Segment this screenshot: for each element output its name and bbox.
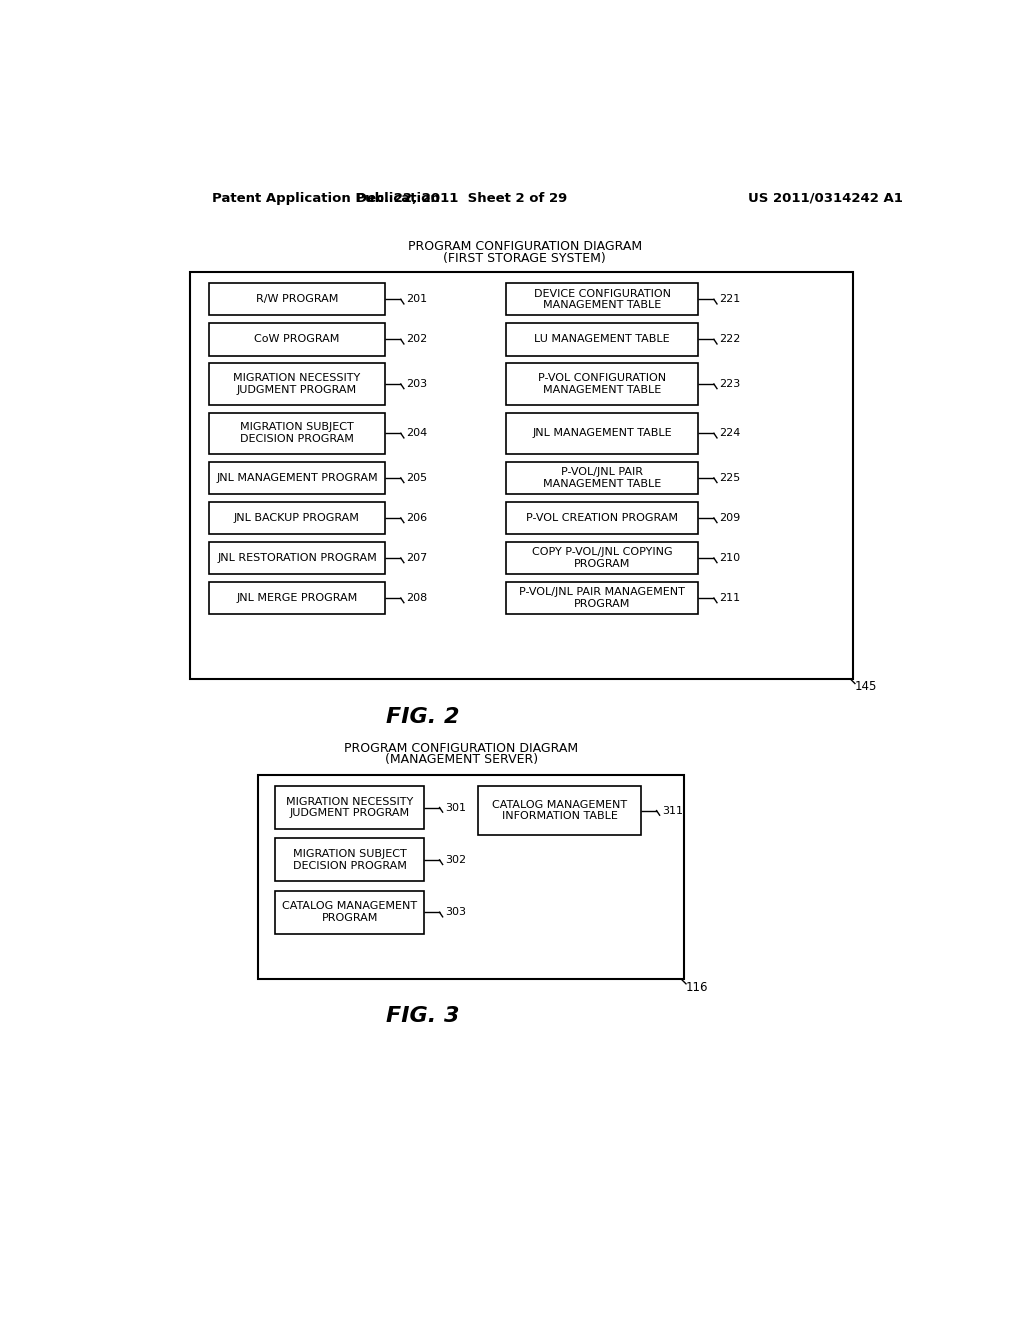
Text: 223: 223 [719,379,740,389]
Text: PROGRAM CONFIGURATION DIAGRAM: PROGRAM CONFIGURATION DIAGRAM [344,742,579,755]
Text: 145: 145 [855,681,878,693]
Bar [209,284,385,315]
Text: 116: 116 [686,981,709,994]
Text: MIGRATION NECESSITY
JUDGMENT PROGRAM: MIGRATION NECESSITY JUDGMENT PROGRAM [233,374,360,395]
Text: JNL MANAGEMENT PROGRAM: JNL MANAGEMENT PROGRAM [216,473,378,483]
Text: US 2011/0314242 A1: US 2011/0314242 A1 [749,191,903,205]
Text: FIG. 2: FIG. 2 [386,708,459,727]
Text: Patent Application Publication: Patent Application Publication [212,191,439,205]
Text: 225: 225 [719,473,740,483]
Text: MIGRATION NECESSITY
JUDGMENT PROGRAM: MIGRATION NECESSITY JUDGMENT PROGRAM [286,797,414,818]
Text: JNL BACKUP PROGRAM: JNL BACKUP PROGRAM [234,513,359,523]
Text: JNL MANAGEMENT TABLE: JNL MANAGEMENT TABLE [532,428,672,438]
Bar [275,785,424,829]
Text: LU MANAGEMENT TABLE: LU MANAGEMENT TABLE [535,334,670,345]
Text: R/W PROGRAM: R/W PROGRAM [256,294,338,305]
Bar [209,541,385,574]
Bar [209,363,385,405]
Text: CoW PROGRAM: CoW PROGRAM [254,334,340,345]
Text: 203: 203 [407,379,427,389]
Text: 209: 209 [719,513,740,523]
Text: MIGRATION SUBJECT
DECISION PROGRAM: MIGRATION SUBJECT DECISION PROGRAM [293,849,407,871]
Text: CATALOG MANAGEMENT
INFORMATION TABLE: CATALOG MANAGEMENT INFORMATION TABLE [493,800,628,821]
Text: 201: 201 [407,294,427,305]
Text: Dec. 22, 2011  Sheet 2 of 29: Dec. 22, 2011 Sheet 2 of 29 [355,191,567,205]
Text: 301: 301 [445,803,466,813]
Bar [506,502,698,535]
Text: 206: 206 [407,513,427,523]
Bar [209,582,385,614]
Bar [258,775,684,979]
Text: DEVICE CONFIGURATION
MANAGEMENT TABLE: DEVICE CONFIGURATION MANAGEMENT TABLE [534,289,671,310]
Bar [190,272,853,678]
Text: (FIRST STORAGE SYSTEM): (FIRST STORAGE SYSTEM) [443,252,606,265]
Text: CATALOG MANAGEMENT
PROGRAM: CATALOG MANAGEMENT PROGRAM [282,902,417,923]
Bar [506,323,698,355]
Bar [478,785,641,836]
Text: 302: 302 [445,855,466,865]
Text: 210: 210 [719,553,740,564]
Text: PROGRAM CONFIGURATION DIAGRAM: PROGRAM CONFIGURATION DIAGRAM [408,240,642,253]
Bar [209,502,385,535]
Bar [209,323,385,355]
Text: P-VOL CONFIGURATION
MANAGEMENT TABLE: P-VOL CONFIGURATION MANAGEMENT TABLE [539,374,667,395]
Text: 204: 204 [407,428,427,438]
Text: P-VOL/JNL PAIR MANAGEMENT
PROGRAM: P-VOL/JNL PAIR MANAGEMENT PROGRAM [519,587,685,609]
Bar [506,363,698,405]
Bar [506,413,698,454]
Text: COPY P-VOL/JNL COPYING
PROGRAM: COPY P-VOL/JNL COPYING PROGRAM [532,548,673,569]
Bar [209,413,385,454]
Bar [506,462,698,494]
Text: FIG. 3: FIG. 3 [386,1006,459,1026]
Text: 202: 202 [407,334,427,345]
Text: (MANAGEMENT SERVER): (MANAGEMENT SERVER) [385,754,538,767]
Text: JNL RESTORATION PROGRAM: JNL RESTORATION PROGRAM [217,553,377,564]
Text: 303: 303 [445,907,466,917]
Text: 311: 311 [662,805,683,816]
Bar [506,582,698,614]
Bar [209,462,385,494]
Text: P-VOL/JNL PAIR
MANAGEMENT TABLE: P-VOL/JNL PAIR MANAGEMENT TABLE [543,467,662,488]
Bar [275,838,424,882]
Text: P-VOL CREATION PROGRAM: P-VOL CREATION PROGRAM [526,513,678,523]
Text: 221: 221 [719,294,740,305]
Text: JNL MERGE PROGRAM: JNL MERGE PROGRAM [237,593,357,603]
Text: MIGRATION SUBJECT
DECISION PROGRAM: MIGRATION SUBJECT DECISION PROGRAM [240,422,354,444]
Text: 207: 207 [407,553,427,564]
Bar [275,891,424,933]
Bar [506,541,698,574]
Text: 208: 208 [407,593,427,603]
Text: 224: 224 [719,428,740,438]
Text: 222: 222 [719,334,740,345]
Text: 211: 211 [719,593,740,603]
Bar [506,284,698,315]
Text: 205: 205 [407,473,427,483]
